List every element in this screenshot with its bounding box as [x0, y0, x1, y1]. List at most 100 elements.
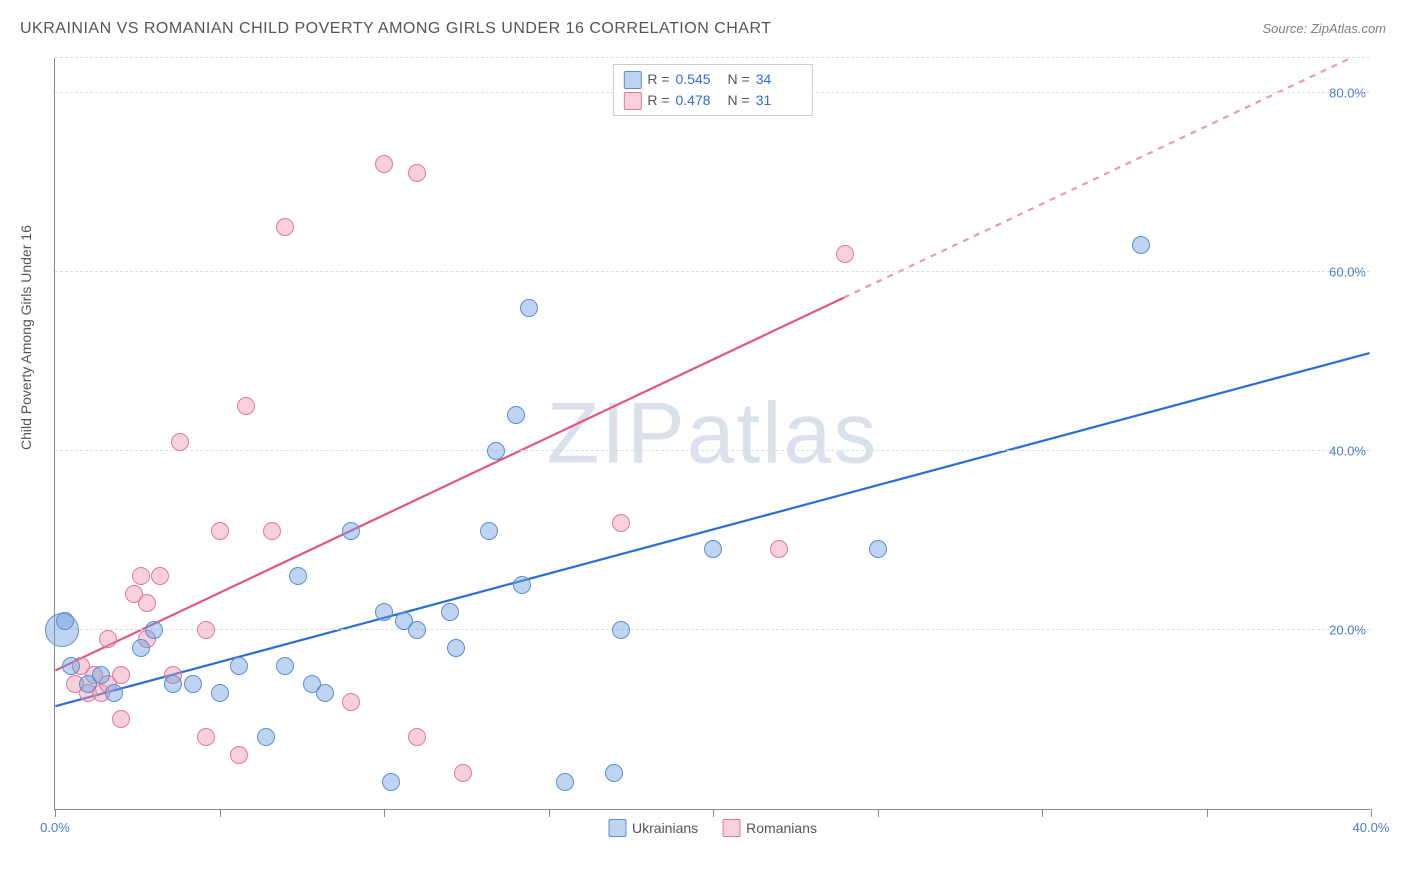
y-axis-title: Child Poverty Among Girls Under 16 [18, 225, 34, 450]
swatch-ukrainians [608, 819, 626, 837]
series-legend: Ukrainians Romanians [608, 819, 817, 837]
scatter-point-romanians [612, 514, 630, 532]
scatter-point-romanians [230, 746, 248, 764]
swatch-ukrainians [623, 71, 641, 89]
scatter-point-ukrainians [211, 684, 229, 702]
swatch-romanians [623, 92, 641, 110]
gridline-h [55, 57, 1370, 58]
scatter-point-ukrainians [62, 657, 80, 675]
watermark-bold: ZIP [547, 385, 687, 481]
scatter-point-ukrainians [132, 639, 150, 657]
rom-r-value: 0.478 [676, 90, 722, 111]
scatter-point-romanians [132, 567, 150, 585]
gridline-h [55, 629, 1370, 630]
scatter-point-ukrainians [487, 442, 505, 460]
scatter-point-romanians [454, 764, 472, 782]
x-tick-label: 0.0% [40, 820, 70, 835]
legend-item-ukrainians: Ukrainians [608, 819, 698, 837]
scatter-point-romanians [263, 522, 281, 540]
legend-label-ukrainians: Ukrainians [632, 820, 698, 836]
scatter-point-ukrainians [704, 540, 722, 558]
scatter-point-romanians [408, 164, 426, 182]
scatter-point-ukrainians [382, 773, 400, 791]
scatter-point-romanians [375, 155, 393, 173]
scatter-point-ukrainians [184, 675, 202, 693]
y-tick-label: 80.0% [1329, 85, 1366, 100]
plot-area: ZIPatlas R = 0.545 N = 34 R = 0.478 N = … [54, 58, 1370, 810]
rom-n-value: 31 [756, 90, 802, 111]
swatch-romanians [722, 819, 740, 837]
x-tick [1042, 809, 1043, 817]
scatter-point-romanians [770, 540, 788, 558]
ukr-n-value: 34 [756, 69, 802, 90]
scatter-point-romanians [112, 710, 130, 728]
scatter-point-ukrainians [56, 612, 74, 630]
scatter-point-romanians [211, 522, 229, 540]
scatter-point-ukrainians [316, 684, 334, 702]
x-tick [220, 809, 221, 817]
scatter-point-ukrainians [447, 639, 465, 657]
scatter-point-romanians [99, 630, 117, 648]
x-tick [878, 809, 879, 817]
stats-row-rom: R = 0.478 N = 31 [623, 90, 801, 111]
scatter-point-ukrainians [513, 576, 531, 594]
scatter-point-romanians [197, 621, 215, 639]
watermark-rest: atlas [687, 385, 879, 481]
scatter-point-romanians [408, 728, 426, 746]
x-tick [384, 809, 385, 817]
scatter-point-romanians [112, 666, 130, 684]
x-tick [549, 809, 550, 817]
scatter-point-romanians [237, 397, 255, 415]
scatter-point-ukrainians [612, 621, 630, 639]
source-label: Source: ZipAtlas.com [1262, 21, 1386, 36]
scatter-point-ukrainians [289, 567, 307, 585]
scatter-point-ukrainians [276, 657, 294, 675]
scatter-point-ukrainians [105, 684, 123, 702]
scatter-point-romanians [151, 567, 169, 585]
trendlines-layer [55, 58, 1370, 809]
x-tick [1207, 809, 1208, 817]
scatter-point-romanians [138, 594, 156, 612]
r-label: R = [647, 69, 669, 90]
scatter-point-romanians [836, 245, 854, 263]
scatter-point-romanians [276, 218, 294, 236]
y-tick-label: 40.0% [1329, 443, 1366, 458]
n-label: N = [728, 69, 750, 90]
scatter-point-romanians [171, 433, 189, 451]
scatter-point-ukrainians [520, 299, 538, 317]
y-tick-label: 20.0% [1329, 622, 1366, 637]
x-tick [55, 809, 56, 817]
legend-item-romanians: Romanians [722, 819, 817, 837]
legend-label-romanians: Romanians [746, 820, 817, 836]
scatter-point-ukrainians [441, 603, 459, 621]
stats-row-ukr: R = 0.545 N = 34 [623, 69, 801, 90]
scatter-point-ukrainians [164, 675, 182, 693]
ukr-r-value: 0.545 [676, 69, 722, 90]
scatter-point-ukrainians [605, 764, 623, 782]
x-tick-label: 40.0% [1353, 820, 1390, 835]
scatter-point-ukrainians [869, 540, 887, 558]
scatter-point-ukrainians [375, 603, 393, 621]
watermark: ZIPatlas [547, 384, 878, 483]
r-label: R = [647, 90, 669, 111]
scatter-point-romanians [342, 693, 360, 711]
gridline-h [55, 271, 1370, 272]
scatter-point-ukrainians [92, 666, 110, 684]
chart-title: UKRAINIAN VS ROMANIAN CHILD POVERTY AMON… [20, 20, 772, 38]
stats-legend: R = 0.545 N = 34 R = 0.478 N = 31 [612, 64, 812, 116]
n-label: N = [728, 90, 750, 111]
scatter-point-ukrainians [230, 657, 248, 675]
gridline-h [55, 450, 1370, 451]
scatter-point-ukrainians [257, 728, 275, 746]
scatter-point-romanians [197, 728, 215, 746]
scatter-point-ukrainians [145, 621, 163, 639]
y-tick-label: 60.0% [1329, 264, 1366, 279]
scatter-point-ukrainians [408, 621, 426, 639]
scatter-point-ukrainians [1132, 236, 1150, 254]
x-tick [1371, 809, 1372, 817]
scatter-point-ukrainians [342, 522, 360, 540]
scatter-point-ukrainians [556, 773, 574, 791]
scatter-point-ukrainians [480, 522, 498, 540]
scatter-point-ukrainians [507, 406, 525, 424]
x-tick [713, 809, 714, 817]
